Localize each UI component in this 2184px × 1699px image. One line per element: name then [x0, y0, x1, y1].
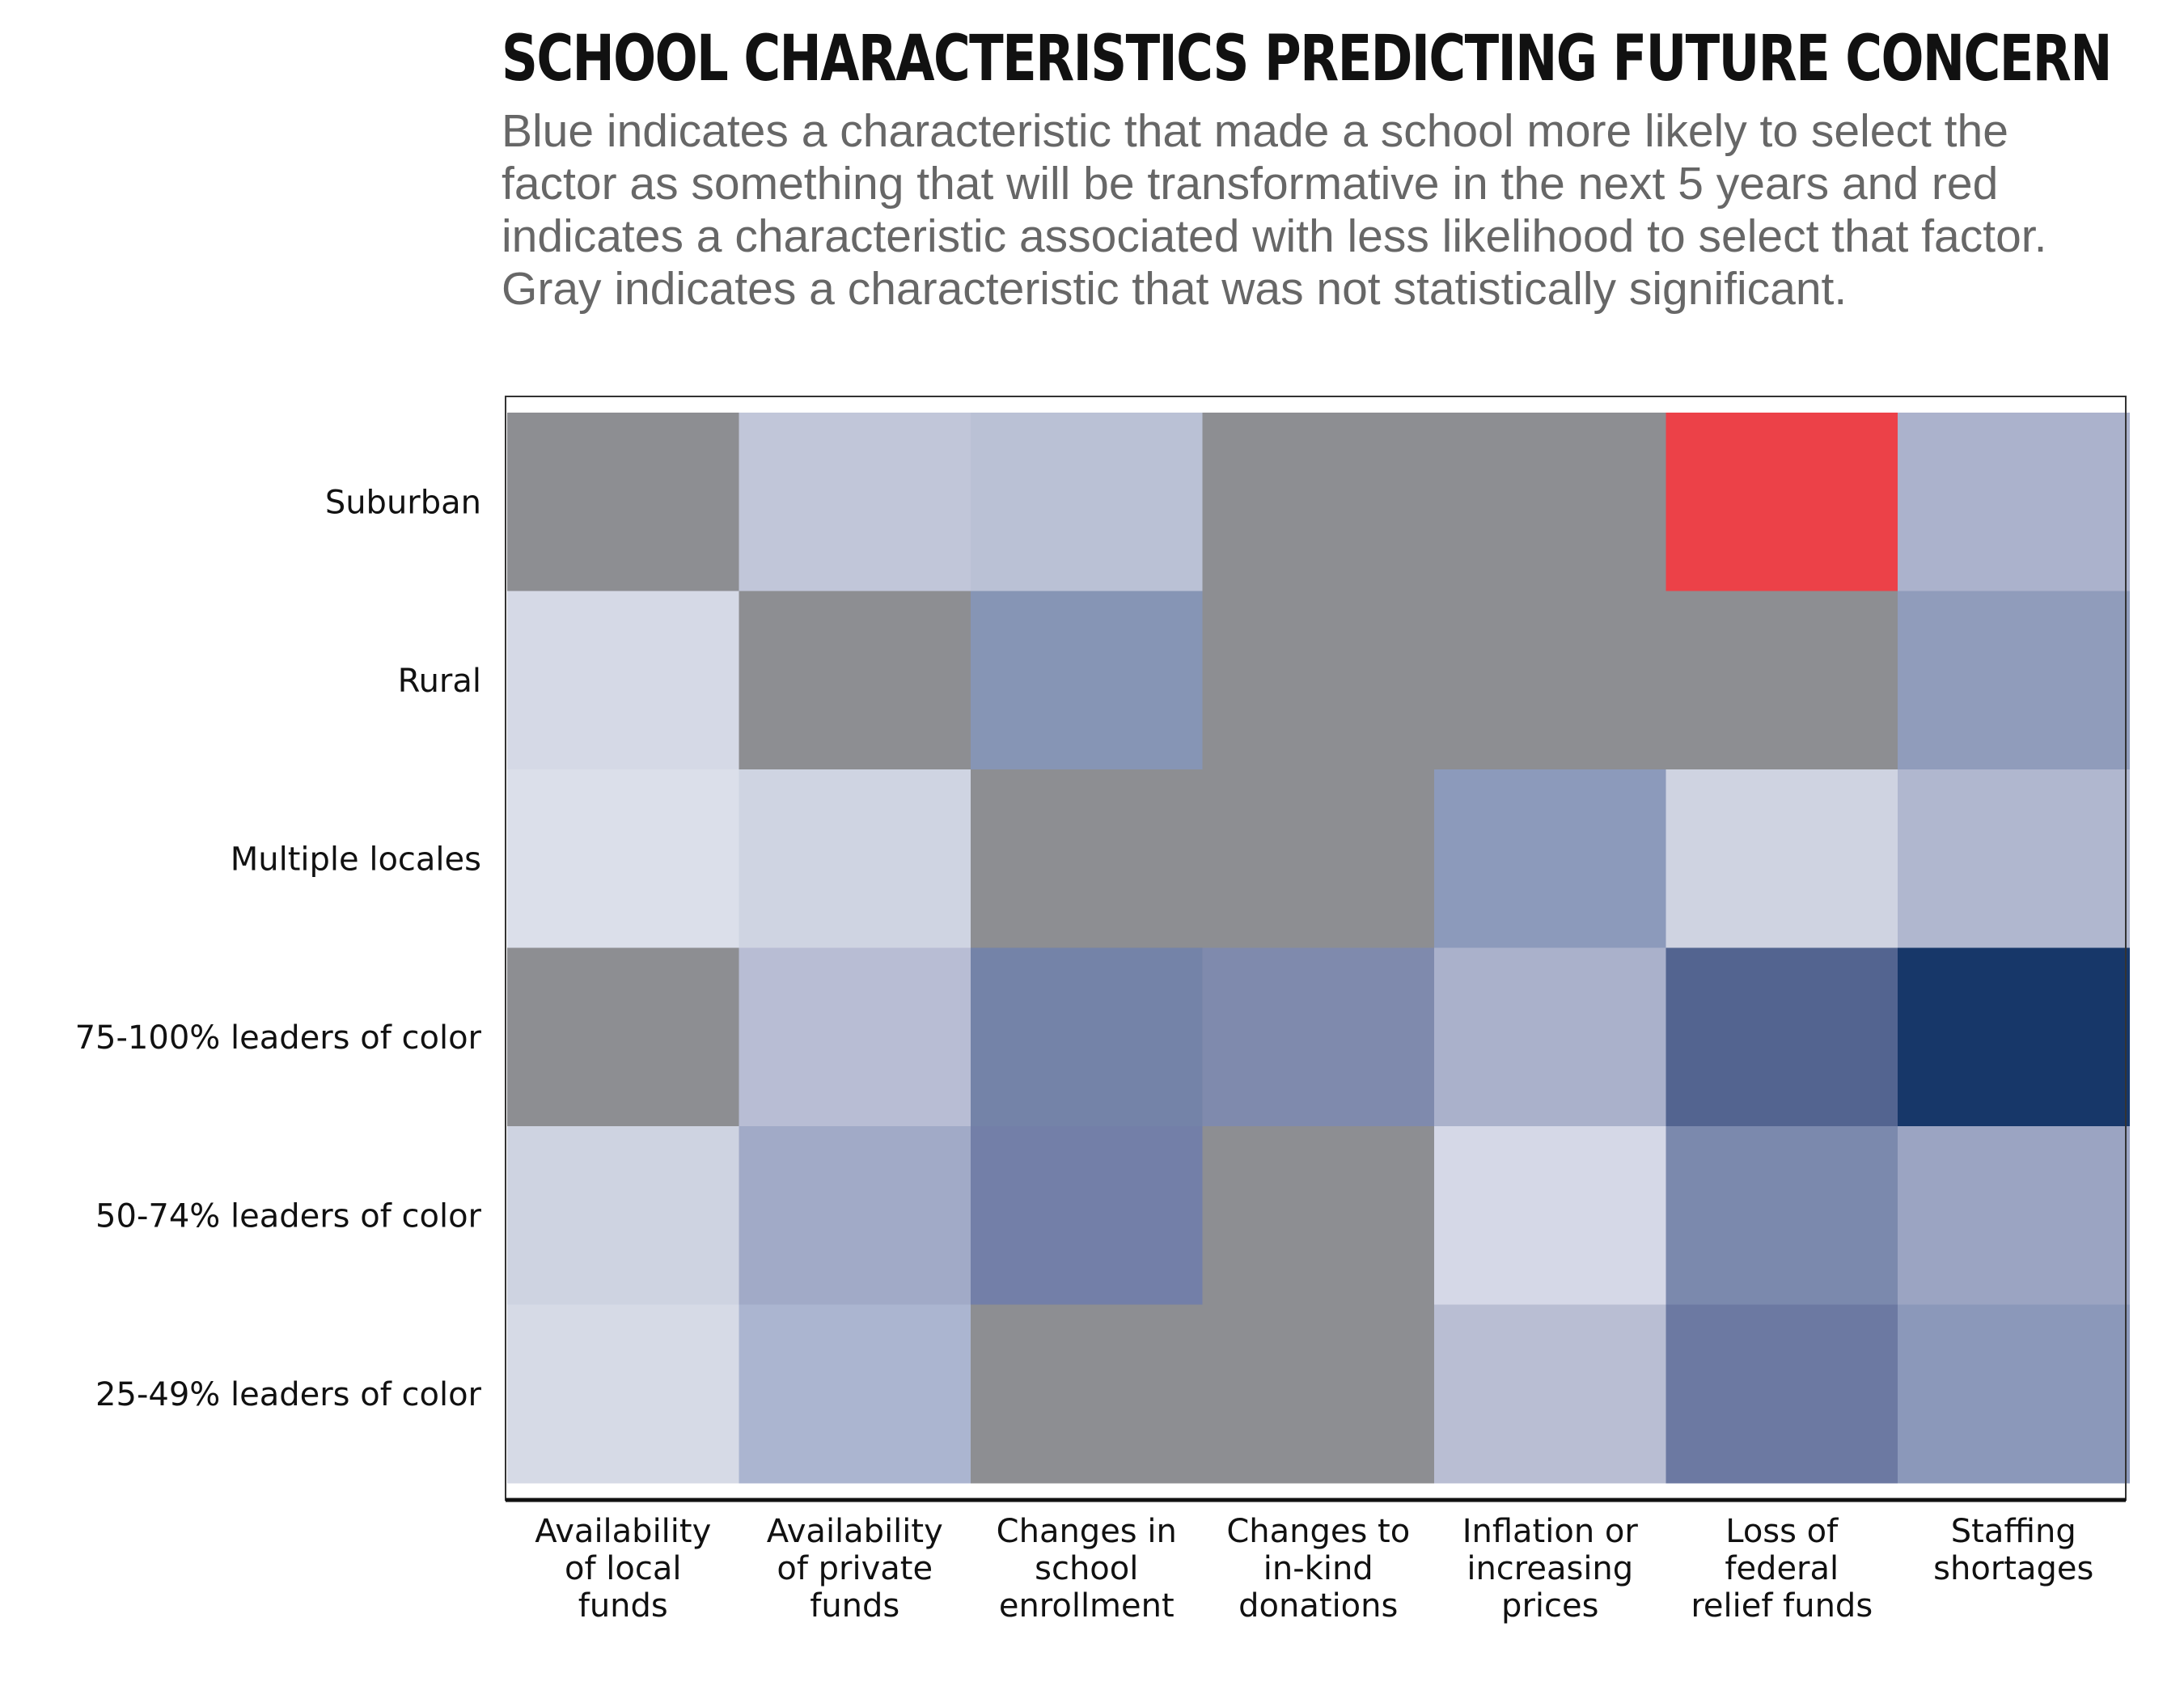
heatmap-cell	[1666, 413, 1898, 591]
heatmap-cell	[1666, 1126, 1898, 1305]
heatmap-cell	[739, 1126, 971, 1305]
heatmap-cell	[1202, 947, 1435, 1127]
column-label: Changes to in-kind donations	[1226, 1513, 1410, 1625]
heatmap-cell	[1202, 591, 1435, 770]
heatmap-cell	[507, 1304, 739, 1484]
heatmap-cell	[1898, 591, 2130, 770]
heatmap-cell	[1202, 1304, 1435, 1484]
column-labels: Availability of local funds Availability of …	[535, 1513, 2093, 1625]
heatmap-cell	[507, 591, 739, 770]
heatmap-cell	[739, 591, 971, 770]
heatmap-cell	[1666, 947, 1898, 1127]
heatmap-cell	[739, 769, 971, 948]
column-label: Availability of local funds	[535, 1513, 711, 1625]
heatmap-cell	[1666, 1304, 1898, 1484]
heatmap-cell	[971, 1304, 1203, 1484]
heatmap-cell	[1434, 769, 1666, 948]
heatmap-cells	[507, 413, 2130, 1484]
heatmap-cell	[507, 769, 739, 948]
heatmap-cell	[971, 947, 1203, 1127]
heatmap-cell	[1202, 1126, 1435, 1305]
heatmap-cell	[971, 1126, 1203, 1305]
heatmap-cell	[739, 1304, 971, 1484]
heatmap-cell	[1666, 769, 1898, 948]
heatmap-cell	[1434, 1304, 1666, 1484]
row-label: 25-49% leaders of color	[95, 1376, 482, 1413]
heatmap-cell	[1898, 1126, 2130, 1305]
heatmap-cell	[971, 591, 1203, 770]
column-label: Availability of private funds	[767, 1513, 943, 1625]
chart-subtitle: Blue indicates a characteristic that mad…	[502, 105, 2047, 315]
heatmap-cell	[507, 947, 739, 1127]
heatmap-cell	[1898, 1304, 2130, 1484]
chart-title: SCHOOL CHARACTERISTICS PREDICTING FUTURE…	[502, 23, 2112, 95]
heatmap-cell	[739, 413, 971, 591]
row-label: Rural	[398, 663, 481, 700]
heatmap-cell	[1434, 1126, 1666, 1305]
heatmap-cell	[1898, 947, 2130, 1127]
heatmap-cell	[971, 769, 1203, 948]
column-label: Loss of federal relief funds	[1691, 1513, 1873, 1625]
column-label: Changes in school enrollment	[997, 1513, 1177, 1625]
heatmap-cell	[1898, 769, 2130, 948]
heatmap-cell	[739, 947, 971, 1127]
heatmap-cell	[507, 1126, 739, 1305]
heatmap-cell	[1434, 413, 1666, 591]
heatmap-cell	[971, 413, 1203, 591]
heatmap-cell	[1202, 769, 1435, 948]
heatmap-cell	[1202, 413, 1435, 591]
row-label: 75-100% leaders of color	[75, 1019, 482, 1057]
heatmap-cell	[1666, 591, 1898, 770]
column-label: Inflation or increasing prices	[1462, 1513, 1639, 1625]
row-label: 50-74% leaders of color	[95, 1197, 482, 1235]
column-label: Staffing shortages	[1933, 1513, 2093, 1587]
row-labels: Suburban Rural Multiple locales 75-100% lea…	[75, 484, 482, 1413]
heatmap-cell	[507, 413, 739, 591]
heatmap-cell	[1898, 413, 2130, 591]
row-label: Suburban	[325, 484, 481, 521]
heatmap-cell	[1434, 591, 1666, 770]
row-label: Multiple locales	[231, 841, 481, 878]
heatmap-cell	[1434, 947, 1666, 1127]
